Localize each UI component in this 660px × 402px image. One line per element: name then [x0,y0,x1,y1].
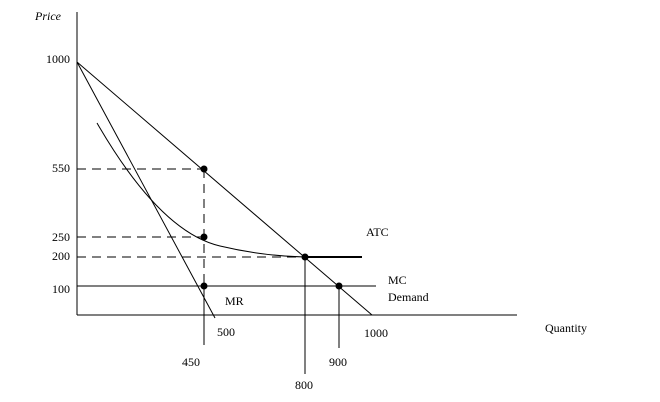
point [301,253,309,261]
quantity-label: 900 [329,355,347,369]
quantity-label: 450 [182,355,200,369]
y-axis-label: Price [34,9,62,23]
quantity-label: 1000 [364,326,388,340]
price-label: 200 [52,249,70,263]
demand-curve [76,61,373,316]
price-label: 550 [52,161,70,175]
curve-label: ATC [366,225,389,239]
atc-curve [96,122,306,258]
price-label: 250 [52,230,70,244]
point [200,282,208,290]
point [200,233,208,241]
mr-curve [76,61,216,319]
point [335,282,343,290]
price-label: 100 [52,282,70,296]
x-axis-label: Quantity [545,321,587,335]
curve-label: MR [225,294,244,308]
quantity-label: 500 [217,325,235,339]
curve-label: MC [388,273,407,287]
point [200,165,208,173]
price-label: 1000 [46,52,70,66]
curve-label: Demand [388,290,429,304]
quantity-label: 800 [295,378,313,392]
